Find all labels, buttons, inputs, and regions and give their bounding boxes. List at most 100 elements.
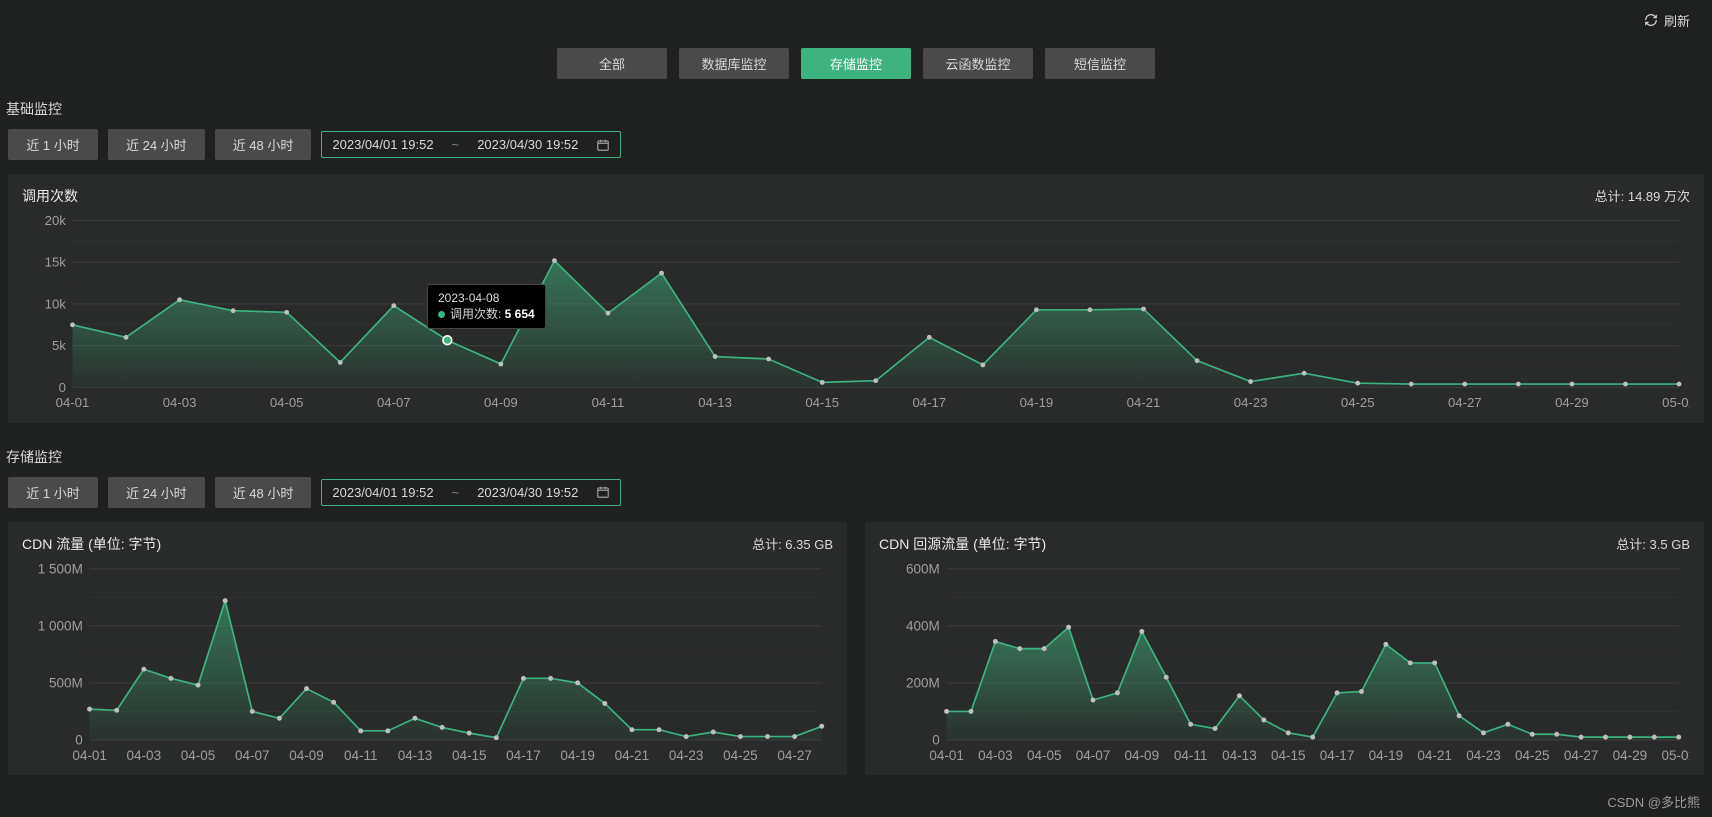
calendar-icon	[596, 138, 610, 152]
svg-text:04-05: 04-05	[1027, 748, 1062, 763]
section1-title: 基础监控	[0, 93, 1712, 129]
date-to: 2023/04/30 19:52	[477, 137, 578, 152]
svg-text:5k: 5k	[52, 338, 66, 353]
date-from: 2023/04/01 19:52	[332, 137, 433, 152]
chart2: 0 500M 1 000M 1 500M 04-01 04-03 04-05 04-07 04-…	[22, 562, 833, 768]
svg-text:04-25: 04-25	[723, 748, 758, 763]
refresh-button[interactable]: 刷新	[1636, 7, 1698, 34]
refresh-icon	[1644, 13, 1658, 27]
tab-1[interactable]: 数据库监控	[679, 48, 789, 79]
section2-controls: 近 1 小时近 24 小时近 48 小时 2023/04/01 19:52 ~202…	[0, 477, 1712, 522]
svg-text:04-01: 04-01	[56, 395, 90, 410]
svg-text:04-21: 04-21	[1127, 395, 1161, 410]
svg-text:04-29: 04-29	[1555, 395, 1589, 410]
svg-text:04-19: 04-19	[1369, 748, 1404, 763]
svg-text:04-03: 04-03	[127, 748, 162, 763]
chart3-total: 总计: 3.5 GB	[1616, 534, 1690, 553]
time-btn-1[interactable]: 近 24 小时	[108, 129, 205, 160]
calendar-icon	[596, 485, 610, 499]
chart3-panel: CDN 回源流量 (单位: 字节) 总计: 3.5 GB 0 200M 400M 60…	[865, 522, 1704, 776]
section2-title: 存储监控	[0, 441, 1712, 477]
svg-text:1 000M: 1 000M	[38, 618, 83, 633]
chart3: 0 200M 400M 600M 04-01 04-03 04-05 04-07 04-09 04…	[879, 562, 1690, 768]
chart2-panel: CDN 流量 (单位: 字节) 总计: 6.35 GB 0 500M 1 000M 1…	[8, 522, 847, 776]
svg-text:04-19: 04-19	[560, 748, 595, 763]
svg-text:04-01: 04-01	[72, 748, 107, 763]
svg-text:04-07: 04-07	[1076, 748, 1111, 763]
date-sep: ~	[452, 485, 460, 500]
date-range[interactable]: 2023/04/01 19:52 ~2023/04/30 19:52	[321, 131, 621, 158]
tab-0[interactable]: 全部	[557, 48, 667, 79]
time-btn-2[interactable]: 近 48 小时	[215, 129, 312, 160]
svg-text:04-23: 04-23	[669, 748, 704, 763]
chart2-total: 总计: 6.35 GB	[752, 534, 833, 553]
svg-text:04-11: 04-11	[1174, 748, 1208, 763]
svg-text:04-01: 04-01	[929, 748, 964, 763]
svg-text:04-29: 04-29	[1613, 748, 1648, 763]
svg-text:04-07: 04-07	[377, 395, 411, 410]
date-to: 2023/04/30 19:52	[477, 485, 578, 500]
svg-text:20k: 20k	[45, 214, 67, 228]
svg-text:04-15: 04-15	[805, 395, 839, 410]
time-btn-0[interactable]: 近 1 小时	[8, 129, 98, 160]
chart1-title: 调用次数	[22, 186, 78, 206]
svg-text:04-21: 04-21	[615, 748, 650, 763]
svg-text:04-27: 04-27	[777, 748, 812, 763]
svg-text:04-17: 04-17	[912, 395, 946, 410]
svg-text:04-19: 04-19	[1020, 395, 1054, 410]
section1-controls: 近 1 小时近 24 小时近 48 小时 2023/04/01 19:52 ~202…	[0, 129, 1712, 174]
svg-text:04-09: 04-09	[484, 395, 518, 410]
svg-text:600M: 600M	[906, 562, 940, 576]
tab-4[interactable]: 短信监控	[1045, 48, 1155, 79]
svg-text:0: 0	[75, 732, 83, 747]
svg-text:1 500M: 1 500M	[38, 562, 83, 576]
svg-text:04-25: 04-25	[1341, 395, 1375, 410]
svg-text:04-27: 04-27	[1448, 395, 1482, 410]
watermark: CSDN @多比熊	[1607, 792, 1700, 811]
svg-text:04-17: 04-17	[506, 748, 541, 763]
svg-text:04-25: 04-25	[1515, 748, 1550, 763]
chart1: 05k10k15k20k04-0104-0304-0504-0704-0904-…	[22, 214, 1690, 415]
tabs-row: 全部数据库监控存储监控云函数监控短信监控	[0, 40, 1712, 93]
svg-text:400M: 400M	[906, 618, 940, 633]
date-from: 2023/04/01 19:52	[332, 485, 433, 500]
time-btn-1[interactable]: 近 24 小时	[108, 477, 205, 508]
refresh-label: 刷新	[1664, 11, 1690, 30]
svg-text:15k: 15k	[45, 255, 67, 270]
svg-text:04-05: 04-05	[270, 395, 304, 410]
svg-text:04-09: 04-09	[289, 748, 324, 763]
svg-text:04-07: 04-07	[235, 748, 270, 763]
svg-text:04-03: 04-03	[163, 395, 197, 410]
svg-text:04-21: 04-21	[1417, 748, 1452, 763]
svg-text:04-13: 04-13	[698, 395, 732, 410]
svg-text:04-13: 04-13	[1222, 748, 1257, 763]
tab-3[interactable]: 云函数监控	[923, 48, 1033, 79]
date-sep: ~	[452, 137, 460, 152]
svg-text:04-11: 04-11	[592, 395, 625, 410]
chart1-total: 总计: 14.89 万次	[1595, 186, 1690, 205]
chart1-panel: 调用次数 总计: 14.89 万次 05k10k15k20k04-0104-03…	[8, 174, 1704, 423]
chart3-title: CDN 回源流量 (单位: 字节)	[879, 534, 1046, 554]
svg-text:04-27: 04-27	[1564, 748, 1599, 763]
date-range[interactable]: 2023/04/01 19:52 ~2023/04/30 19:52	[321, 479, 621, 506]
svg-text:04-15: 04-15	[1271, 748, 1306, 763]
svg-text:04-17: 04-17	[1320, 748, 1355, 763]
svg-text:04-23: 04-23	[1466, 748, 1501, 763]
svg-text:04-11: 04-11	[344, 748, 378, 763]
time-btn-2[interactable]: 近 48 小时	[215, 477, 312, 508]
time-btn-0[interactable]: 近 1 小时	[8, 477, 98, 508]
svg-text:10k: 10k	[45, 296, 67, 311]
svg-text:04-15: 04-15	[452, 748, 487, 763]
svg-text:0: 0	[932, 732, 940, 747]
tab-2[interactable]: 存储监控	[801, 48, 911, 79]
svg-text:04-23: 04-23	[1234, 395, 1268, 410]
svg-text:04-13: 04-13	[398, 748, 433, 763]
chart2-title: CDN 流量 (单位: 字节)	[22, 534, 161, 554]
svg-text:04-03: 04-03	[978, 748, 1013, 763]
svg-text:200M: 200M	[906, 675, 940, 690]
svg-text:500M: 500M	[49, 675, 83, 690]
svg-text:05-01: 05-01	[1662, 395, 1690, 410]
svg-text:05-01: 05-01	[1661, 748, 1690, 763]
svg-text:04-05: 04-05	[181, 748, 216, 763]
svg-text:04-09: 04-09	[1125, 748, 1160, 763]
